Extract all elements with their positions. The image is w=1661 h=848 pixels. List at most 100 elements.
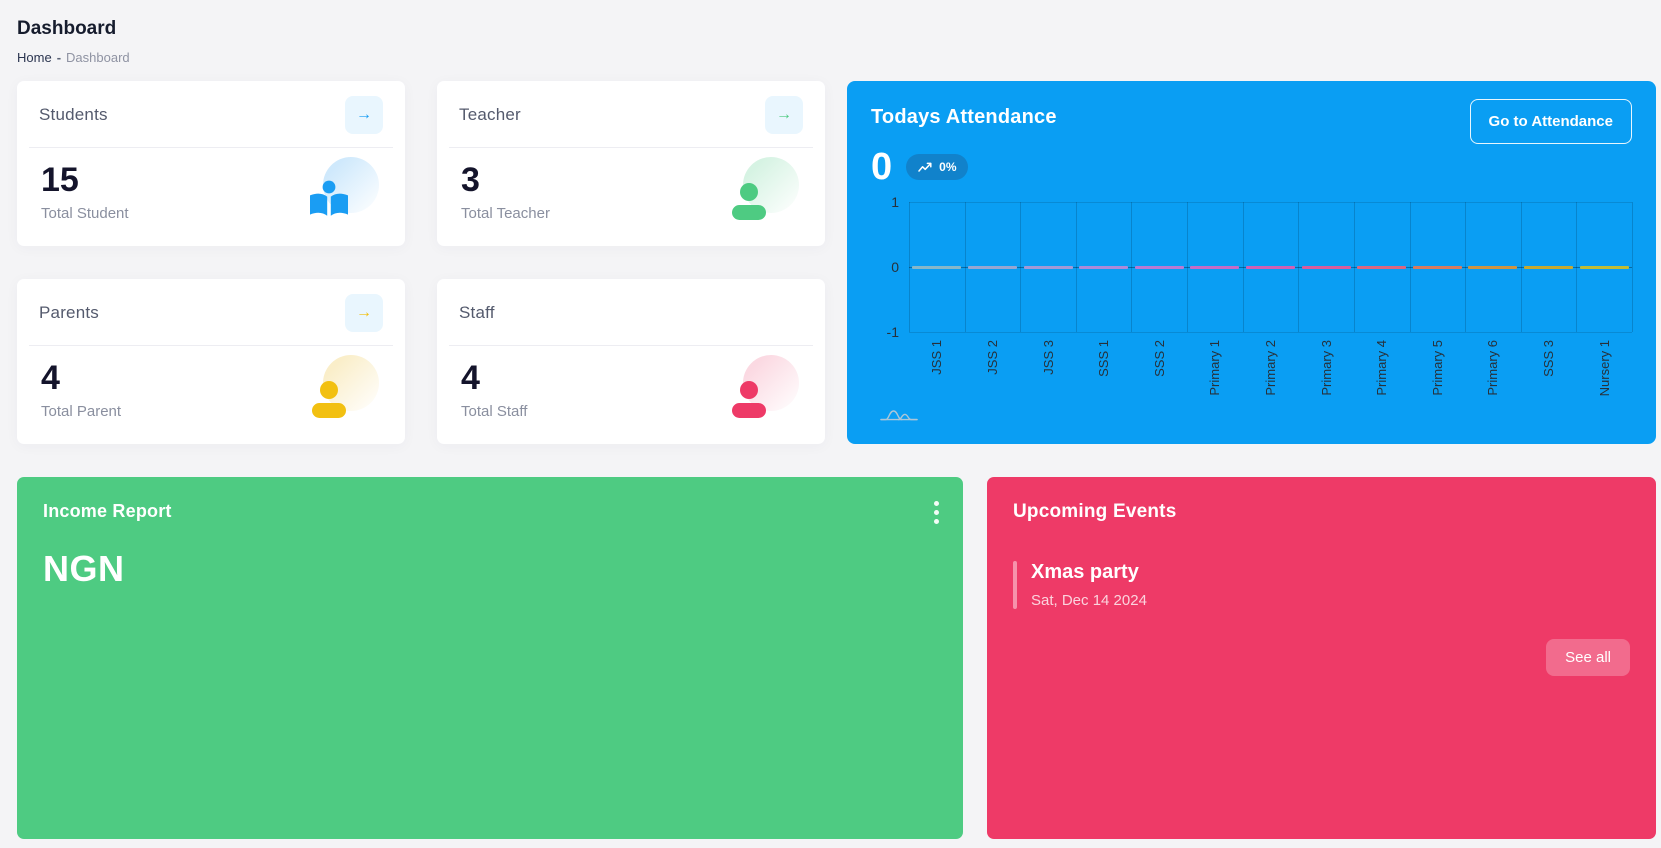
chart-watermark-icon [880,410,918,421]
parents-arrow-button[interactable]: → [345,294,383,332]
staff-person-icon [723,355,799,425]
bar-primary-3 [1301,266,1351,269]
vertical-gridline [1409,202,1411,332]
x-tick-label: JSS 1 [929,340,945,375]
stat-card-title: Students [39,105,108,124]
upcoming-events-title: Upcoming Events [1013,501,1177,522]
stat-card-students: Students → 15 Total Student [17,81,405,246]
event-list-item[interactable]: Xmas party Sat, Dec 14 2024 [1013,561,1630,609]
bar-primary-6 [1468,266,1518,269]
teacher-arrow-button[interactable]: → [765,96,803,134]
vertical-gridline [1576,202,1578,332]
bar-primary-2 [1246,266,1295,269]
breadcrumb-current: Dashboard [66,50,130,65]
stat-card-value: 4 [461,358,480,397]
x-tick-label: SSS 3 [1541,340,1556,377]
x-tick-label: Primary 2 [1262,340,1278,396]
vertical-gridline [1520,202,1522,332]
divider [449,147,813,148]
income-report-title: Income Report [43,501,172,521]
stat-card-value: 4 [41,358,60,397]
vertical-gridline [1075,202,1077,332]
stat-card-title: Parents [39,303,99,322]
y-tick-label: 0 [891,259,899,275]
page-title: Dashboard [17,18,117,39]
see-all-button[interactable]: See all [1546,639,1630,676]
bar-jss-3 [1023,266,1073,269]
breadcrumb: Home - Dashboard [17,50,1656,65]
stat-card-label: Total Staff [461,403,528,421]
x-tick-label: SSS 1 [1096,340,1112,377]
stat-card-teacher: Teacher → 3 Total Teacher [437,81,825,246]
stat-card-label: Total Teacher [461,205,550,223]
upcoming-events-card: Upcoming Events Xmas party Sat, Dec 14 2… [987,477,1656,839]
kebab-dot [934,501,939,506]
students-reader-icon [303,157,379,227]
vertical-gridline [964,202,966,332]
horizontal-gridline [909,202,1632,203]
teacher-person-icon [723,157,799,227]
breadcrumb-home-link[interactable]: Home [17,50,52,65]
stat-card-parents: Parents → 4 Total Parent [17,279,405,444]
chart-x-axis: JSS 1 JSS 2 JSS 3 SSS 1 SSS 2 Primary 1 Primar… [909,340,1632,428]
students-arrow-button[interactable]: → [345,96,383,134]
arrow-right-icon: → [356,304,372,321]
stat-card-value: 3 [461,160,480,199]
attendance-chart: 1 0 -1 [871,194,1633,340]
vertical-gridline [1242,202,1244,332]
stat-card-label: Total Student [41,205,129,223]
bar-sss-2 [1134,266,1184,269]
event-accent-bar [1013,561,1017,609]
arrow-right-icon: → [776,106,792,123]
bar-jss-1 [912,266,962,269]
trend-up-icon [918,162,932,172]
kebab-dot [934,510,939,515]
chart-plot-area [909,202,1633,333]
vertical-gridline [1187,202,1189,332]
vertical-gridline [1465,202,1467,332]
attendance-count: 0 [871,146,893,188]
vertical-gridline [1020,202,1022,332]
horizontal-gridline [909,332,1632,333]
x-tick-label: Primary 4 [1374,340,1390,396]
divider [449,345,813,346]
x-tick-label: Primary 5 [1429,340,1445,396]
stat-card-value: 15 [41,160,79,199]
bar-primary-5 [1412,266,1462,269]
attendance-title: Todays Attendance [871,106,1057,128]
breadcrumb-separator: - [56,50,62,65]
chart-y-axis: 1 0 -1 [871,194,909,340]
stat-card-staff: Staff → 4 Total Staff [437,279,825,444]
stat-card-title: Staff [459,303,495,322]
stat-card-label: Total Parent [41,403,122,421]
x-tick-label: JSS 3 [1040,340,1056,375]
stat-card-title: Teacher [459,105,521,124]
y-tick-label: 1 [891,194,899,210]
attendance-percent-value: 0% [939,160,957,174]
y-tick-label: -1 [886,324,899,340]
vertical-gridline [1632,202,1633,332]
kebab-menu-button[interactable] [924,493,949,532]
vertical-gridline [1353,202,1355,332]
vertical-gridline [1131,202,1133,332]
event-date: Sat, Dec 14 2024 [1031,592,1147,609]
vertical-gridline [1298,202,1300,332]
bar-sss-1 [1079,266,1129,269]
kebab-dot [934,519,939,524]
bar-nursery-1 [1579,266,1629,269]
attendance-card: Todays Attendance Go to Attendance 0 0% … [847,81,1656,444]
bar-primary-4 [1357,266,1407,269]
x-tick-label: Nursery 1 [1596,340,1612,397]
divider [29,345,393,346]
event-name: Xmas party [1031,561,1139,583]
x-tick-label: JSS 2 [984,340,1000,375]
bar-sss-3 [1524,266,1574,269]
income-report-card: Income Report NGN [17,477,963,839]
parents-person-icon [303,355,379,425]
x-tick-label: Primary 3 [1318,340,1334,396]
arrow-right-icon: → [356,106,372,123]
bar-primary-1 [1190,266,1240,269]
x-tick-label: SSS 2 [1151,340,1167,377]
go-to-attendance-button[interactable]: Go to Attendance [1469,99,1632,144]
